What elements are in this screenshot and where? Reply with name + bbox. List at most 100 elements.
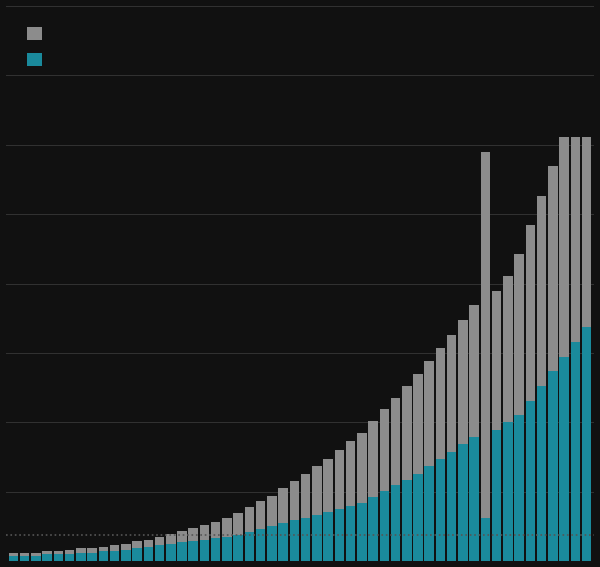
Bar: [155, 536, 164, 545]
Bar: [278, 488, 288, 523]
Bar: [211, 522, 220, 538]
Bar: [582, 137, 592, 327]
Bar: [492, 291, 502, 430]
Bar: [200, 525, 209, 540]
Bar: [537, 196, 547, 386]
Bar: [222, 518, 232, 536]
Bar: [76, 553, 86, 561]
Bar: [391, 397, 400, 485]
Bar: [188, 528, 198, 541]
Bar: [402, 386, 412, 480]
Bar: [88, 553, 97, 561]
Bar: [233, 513, 243, 535]
Bar: [413, 374, 423, 473]
Bar: [88, 548, 97, 553]
Bar: [245, 507, 254, 532]
Bar: [469, 437, 479, 561]
Bar: [368, 421, 378, 497]
Bar: [526, 400, 535, 561]
Bar: [267, 526, 277, 561]
Bar: [278, 523, 288, 561]
Bar: [188, 541, 198, 561]
Bar: [43, 554, 52, 561]
Bar: [53, 554, 63, 561]
Bar: [458, 445, 468, 561]
Bar: [312, 467, 322, 515]
Bar: [301, 518, 310, 561]
Bar: [380, 491, 389, 561]
Bar: [98, 551, 108, 561]
Bar: [323, 511, 333, 561]
Bar: [166, 534, 176, 544]
Bar: [357, 433, 367, 503]
Bar: [312, 515, 322, 561]
Bar: [31, 553, 41, 556]
Bar: [537, 386, 547, 561]
Bar: [548, 167, 557, 371]
Bar: [335, 450, 344, 509]
Bar: [447, 335, 457, 452]
Bar: [514, 254, 524, 415]
Bar: [177, 531, 187, 543]
Bar: [121, 544, 131, 550]
Bar: [424, 467, 434, 561]
Bar: [143, 547, 153, 561]
Legend: , : ,: [12, 12, 67, 82]
Bar: [8, 553, 18, 556]
Bar: [256, 529, 265, 561]
Bar: [121, 550, 131, 561]
Bar: [43, 551, 52, 554]
Bar: [503, 422, 512, 561]
Bar: [65, 550, 74, 554]
Bar: [110, 551, 119, 561]
Bar: [20, 556, 29, 561]
Bar: [469, 306, 479, 437]
Bar: [559, 137, 569, 357]
Bar: [571, 342, 580, 561]
Bar: [514, 415, 524, 561]
Bar: [267, 496, 277, 526]
Bar: [402, 480, 412, 561]
Bar: [335, 509, 344, 561]
Bar: [233, 535, 243, 561]
Bar: [559, 357, 569, 561]
Bar: [65, 554, 74, 561]
Bar: [380, 409, 389, 491]
Bar: [132, 548, 142, 561]
Bar: [290, 481, 299, 521]
Bar: [211, 538, 220, 561]
Bar: [413, 473, 423, 561]
Bar: [481, 152, 490, 518]
Bar: [143, 540, 153, 547]
Bar: [166, 544, 176, 561]
Bar: [357, 503, 367, 561]
Bar: [458, 320, 468, 445]
Bar: [245, 532, 254, 561]
Bar: [177, 543, 187, 561]
Bar: [436, 348, 445, 459]
Bar: [20, 553, 29, 556]
Bar: [571, 137, 580, 342]
Bar: [346, 506, 355, 561]
Bar: [31, 556, 41, 561]
Bar: [424, 361, 434, 467]
Bar: [582, 327, 592, 561]
Bar: [447, 452, 457, 561]
Bar: [132, 541, 142, 548]
Bar: [155, 545, 164, 561]
Bar: [391, 485, 400, 561]
Bar: [98, 547, 108, 551]
Bar: [323, 459, 333, 511]
Bar: [368, 497, 378, 561]
Bar: [301, 473, 310, 518]
Bar: [436, 459, 445, 561]
Bar: [346, 442, 355, 506]
Bar: [548, 371, 557, 561]
Bar: [110, 545, 119, 551]
Bar: [8, 556, 18, 561]
Bar: [526, 225, 535, 400]
Bar: [290, 521, 299, 561]
Bar: [503, 276, 512, 422]
Bar: [222, 536, 232, 561]
Bar: [481, 518, 490, 561]
